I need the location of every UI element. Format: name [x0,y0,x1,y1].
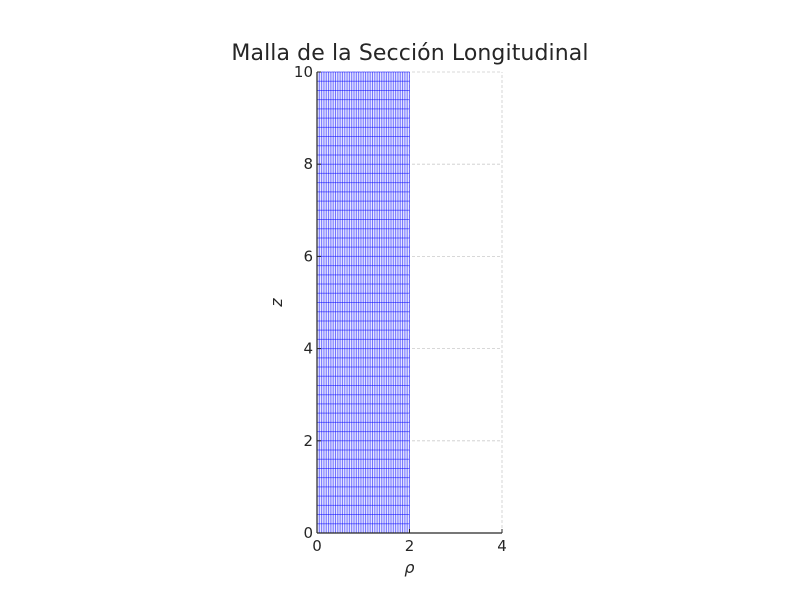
x-axis-ticks: 0 2 4 [312,529,507,555]
x-tick-label: 4 [497,537,507,555]
x-tick-label: 0 [312,537,322,555]
y-tick-label: 4 [303,340,313,358]
y-axis-ticks: 0 2 4 6 8 10 [294,63,321,542]
x-tick-label: 2 [405,537,415,555]
y-tick-label: 0 [303,524,313,542]
y-tick-label: 6 [303,247,313,265]
y-tick-label: 2 [303,432,313,450]
x-axis-label: ρ [404,558,414,577]
y-axis-label: z [267,298,286,308]
chart-title: Malla de la Sección Longitudinal [231,41,589,66]
y-tick-label: 8 [303,155,313,173]
y-tick-label: 10 [294,63,313,81]
mesh-grid [316,71,410,534]
